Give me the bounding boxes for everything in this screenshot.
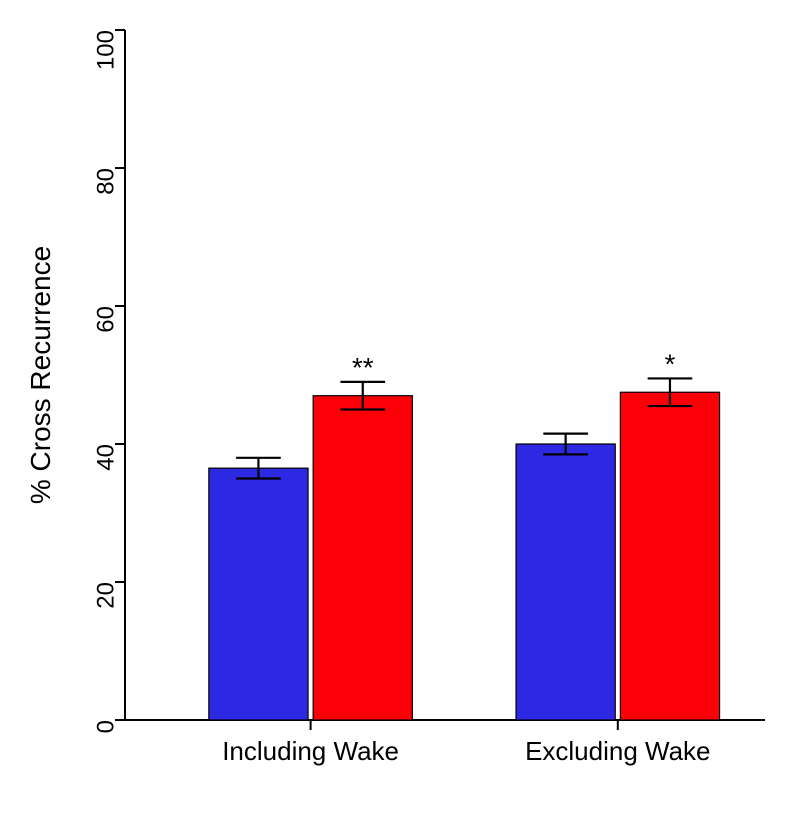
y-tick-label: 20: [92, 582, 119, 609]
x-tick-label: Excluding Wake: [525, 736, 710, 766]
significance-marker: **: [352, 352, 374, 383]
x-tick-label: Including Wake: [222, 736, 399, 766]
bar: [313, 396, 412, 720]
significance-marker: *: [665, 348, 676, 379]
y-tick-label: 0: [92, 720, 119, 733]
y-tick-label: 80: [92, 168, 119, 195]
bar: [209, 468, 308, 720]
bar: [620, 392, 719, 720]
y-tick-label: 100: [92, 30, 119, 70]
y-tick-label: 60: [92, 306, 119, 333]
y-axis-label: % Cross Recurrence: [25, 246, 56, 504]
bar: [516, 444, 615, 720]
y-tick-label: 40: [92, 444, 119, 471]
cross-recurrence-chart: 0 20 40 60 80 100 % Cross Recurrence Including …: [0, 0, 787, 818]
